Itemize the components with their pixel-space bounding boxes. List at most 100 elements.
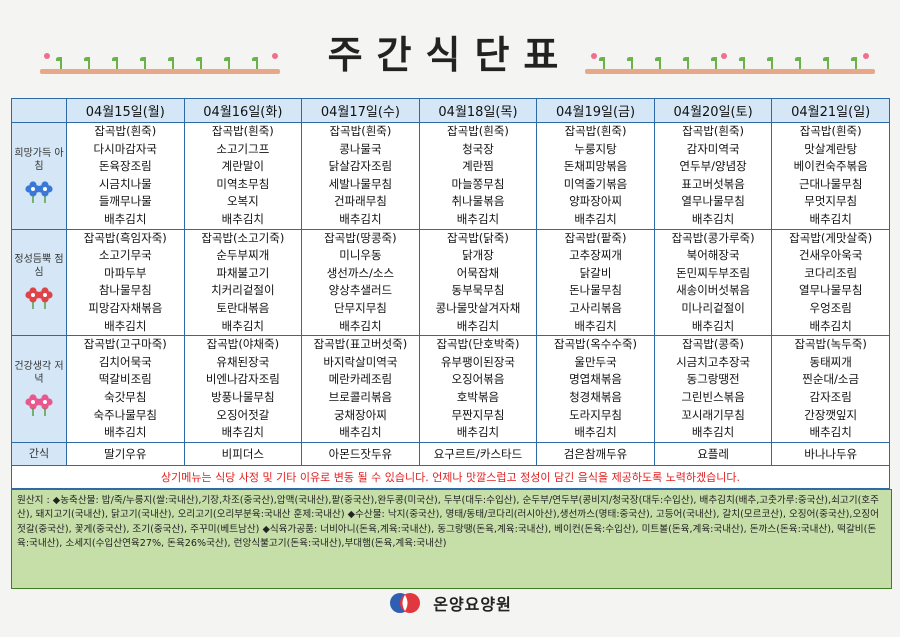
menu-cell: 잡곡밥(야채죽) 유채된장국 비엔나감자조림 방풍나물무침 오징어젓갈 배추김치 [183, 335, 303, 443]
menu-item: 잡곡밥(야채죽) [206, 337, 280, 352]
menu-item: 찐순대/소금 [802, 372, 860, 387]
menu-item: 연두부/양념장 [679, 159, 747, 174]
menu-item: 잡곡밥(흰죽) [799, 124, 862, 138]
menu-item: 잡곡밥(팥죽) [564, 230, 627, 245]
day-header: 04월18일(목) [418, 98, 538, 123]
menu-item: 배추김치 [221, 425, 264, 440]
snack-item: 요플레 [653, 441, 773, 466]
day-header: 04월19일(금) [536, 98, 655, 123]
menu-item: 미니우동 [339, 248, 382, 263]
menu-item: 감자조림 [809, 389, 852, 404]
menu-item: 미역초무침 [216, 176, 270, 191]
menu-item: 청국장 [462, 141, 494, 156]
menu-cell: 잡곡밥(흰죽) 누룽지탕 돈채피망볶음 미역줄기볶음 양파장아찌 배추김치 [536, 122, 655, 230]
page-title: 주간식단표 [327, 33, 573, 77]
snack-item: 비피더스 [183, 441, 303, 466]
menu-item: 참나물무침 [98, 283, 152, 298]
menu-cell: 잡곡밥(소고기죽) 순두부찌개 파채불고기 치커리겉절이 토란대볶음 배추김치 [183, 228, 303, 337]
menu-item: 배추김치 [104, 318, 147, 333]
menu-item: 배추김치 [809, 211, 852, 226]
menu-item: 꼬시래기무침 [681, 407, 745, 422]
menu-cell: 잡곡밥(콩가루죽) 북어해장국 돈민찌두부조림 새송이버섯볶음 미나리겉절이 배추김치 [653, 228, 773, 337]
menu-item: 새송이버섯볶음 [676, 283, 751, 298]
menu-item: 베이컨숙주볶음 [793, 159, 868, 174]
menu-item: 바지락살미역국 [323, 354, 398, 369]
menu-item: 배추김치 [104, 425, 147, 440]
menu-item: 떡갈비조림 [98, 372, 152, 387]
menu-item: 울만두국 [574, 354, 617, 369]
menu-item: 잡곡밥(콩가루죽) [671, 230, 755, 245]
menu-item: 잡곡밥(땅콩죽) [324, 230, 397, 245]
title-area: 주간식단표 [0, 0, 900, 92]
menu-item: 돈민찌두부조림 [676, 265, 751, 280]
menu-item: 메란카레조림 [328, 372, 393, 387]
meal-row: 건강생각 저녁 잡곡밥(고구마죽) 김치어묵국 떡갈비조림 숙갓무침 숙주나물무침 배추김치… [11, 335, 890, 443]
menu-item: 명엽채볶음 [569, 372, 622, 387]
snack-item: 검은참깨두유 [536, 441, 655, 466]
menu-item: 잡곡밥(흰죽) [211, 124, 274, 138]
menu-item: 표고버섯볶음 [681, 176, 745, 191]
menu-cell: 잡곡밥(팥죽) 고추장찌개 닭갈비 돈나물무침 고사리볶음 배추김치 [536, 228, 655, 337]
menu-item: 잡곡밥(옥수수죽) [554, 337, 638, 352]
menu-item: 건파래무침 [333, 194, 387, 209]
menu-item: 김치어묵국 [98, 354, 152, 369]
menu-item: 계란찜 [462, 159, 494, 174]
menu-item: 누룽지탕 [574, 141, 617, 156]
day-header: 04월16일(화) [183, 98, 303, 123]
snack-item: 바나나두유 [771, 441, 890, 466]
menu-item: 콩나물맛살겨자채 [435, 300, 521, 315]
menu-cell: 잡곡밥(땅콩죽) 미니우동 생선까스/소스 양상추샐러드 단무지무침 배추김치 [301, 228, 420, 337]
onyang-logo-icon [390, 593, 421, 613]
menu-item: 동태찌개 [809, 354, 852, 369]
menu-item: 배추김치 [574, 211, 617, 226]
menu-item: 들깨무나물 [98, 194, 152, 209]
menu-item: 오징어볶음 [451, 372, 505, 387]
day-header: 04월17일(수) [301, 98, 420, 123]
menu-item: 단무지무침 [333, 300, 387, 315]
menu-cell: 잡곡밥(녹두죽) 동태찌개 찐순대/소금 감자조림 간장깻잎지 배추김치 [771, 335, 890, 443]
menu-item: 배추김치 [221, 318, 264, 333]
menu-item: 도라지무침 [569, 407, 622, 422]
menu-item: 잡곡밥(흰죽) [682, 124, 745, 138]
red-flowers-icon [25, 287, 53, 310]
footer: 온양요양원 [0, 590, 900, 620]
menu-item: 돈육장조림 [98, 159, 152, 174]
menu-cell: 잡곡밥(게맛살죽) 건새우아욱국 코다리조림 열무나물무침 우엉조림 배추김치 [771, 228, 890, 337]
weekly-menu-table: 04월15일(월) 04월16일(화) 04월17일(수) 04월18일(목) 04월1… [11, 98, 890, 489]
menu-item: 잡곡밥(표고버섯죽) [313, 337, 408, 352]
notice-row: 상기메뉴는 식당 사정 및 기타 이유로 변동 될 수 있습니다. 언제나 맛깔… [11, 464, 890, 489]
menu-item: 세발나물무침 [328, 176, 393, 191]
snack-label: 간식 [11, 441, 67, 466]
menu-item: 브로콜리볶음 [328, 389, 393, 404]
menu-item: 시금치나물 [98, 176, 152, 191]
menu-item: 배추김치 [104, 211, 147, 226]
menu-item: 잡곡밥(흰죽) [329, 124, 392, 138]
meal-row: 정성듬뿍 점심 잡곡밥(흑임자죽) 소고기무국 마파두부 참나물무침 피망감자채볶음 배추김… [11, 228, 890, 337]
day-header-row: 04월15일(월) 04월16일(화) 04월17일(수) 04월18일(목) 04월1… [11, 98, 890, 123]
menu-item: 잡곡밥(녹두죽) [794, 337, 867, 352]
snack-item: 아몬드잣두유 [301, 441, 420, 466]
menu-item: 잡곡밥(흑임자죽) [83, 230, 167, 245]
snack-row: 간식 딸기우유 비피더스 아몬드잣두유 요구르트/카스타드 검은참깨두유 요플레 바나나두유 [11, 441, 890, 466]
menu-item: 배추김치 [339, 211, 382, 226]
menu-item: 호박볶음 [456, 389, 500, 404]
menu-item: 잡곡밥(흰죽) [94, 124, 157, 138]
menu-item: 고사리볶음 [569, 300, 622, 315]
menu-cell: 잡곡밥(옥수수죽) 울만두국 명엽채볶음 청경채볶음 도라지무침 배추김치 [536, 335, 655, 443]
menu-cell: 잡곡밥(표고버섯죽) 바지락살미역국 메란카레조림 브로콜리볶음 궁채장아찌 배추김치 [301, 335, 420, 443]
menu-item: 파채불고기 [216, 265, 270, 280]
menu-item: 유채된장국 [216, 354, 270, 369]
menu-item: 동부묵무침 [451, 283, 505, 298]
menu-cell: 잡곡밥(흰죽) 청국장 계란찜 마늘쫑무침 취나물볶음 배추김치 [418, 122, 538, 230]
menu-cell: 잡곡밥(콩죽) 시금치고추장국 동그랑땡전 그린빈스볶음 꼬시래기무침 배추김치 [653, 335, 773, 443]
menu-item: 무멋지무침 [804, 194, 858, 209]
menu-item: 배추김치 [809, 318, 852, 333]
menu-item: 미역줄기볶음 [563, 176, 628, 191]
menu-item: 양상추샐러드 [328, 283, 393, 298]
menu-item: 배추김치 [339, 318, 382, 333]
menu-item: 열무나물무침 [798, 283, 863, 298]
menu-item: 다시마감자국 [93, 141, 158, 156]
menu-item: 잡곡밥(흰죽) [564, 124, 627, 138]
menu-item: 잡곡밥(게맛살죽) [789, 230, 873, 245]
menu-item: 잡곡밥(콩죽) [682, 337, 745, 352]
